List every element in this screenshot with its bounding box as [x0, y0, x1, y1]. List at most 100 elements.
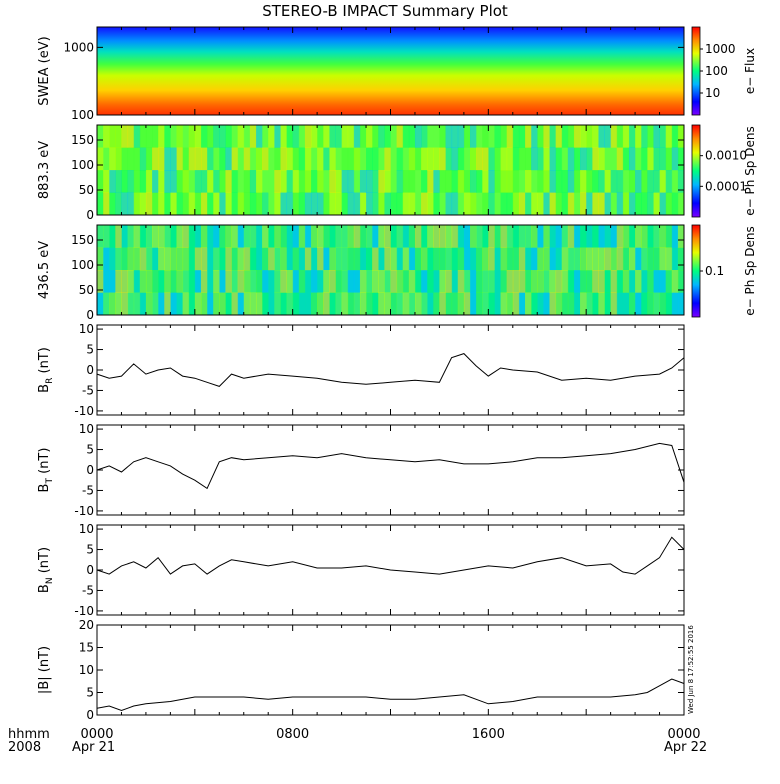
- heatmap-cell: [121, 125, 129, 148]
- heatmap-cell: [671, 292, 679, 316]
- heatmap-cell: [482, 225, 489, 248]
- heatmap-cell: [274, 125, 281, 148]
- heatmap-cell: [152, 125, 159, 148]
- heatmap-cell: [390, 270, 398, 293]
- heatmap-cell: [628, 147, 636, 171]
- heatmap-cell: [133, 170, 141, 193]
- heatmap-cell: [408, 192, 416, 216]
- heatmap-cell: [414, 170, 422, 193]
- heatmap-cell: [512, 270, 520, 293]
- heatmap-cell: [549, 225, 557, 248]
- heatmap-cell: [604, 270, 612, 293]
- heatmap-cell: [421, 170, 428, 193]
- panel-6: -10 -5 0 5 10 BN (nT): [37, 522, 685, 618]
- heatmap-cell: [598, 225, 606, 248]
- heatmap-cell: [598, 125, 606, 148]
- heatmap-cell: [323, 192, 330, 216]
- heatmap-cell: [353, 170, 361, 193]
- heatmap-cell: [139, 270, 147, 293]
- heatmap-cell: [207, 270, 214, 293]
- panel-4: -10 -5 0 5 10 BR (nT): [37, 322, 685, 418]
- heatmap-cell: [207, 247, 214, 271]
- heatmap-cell: [127, 270, 135, 293]
- heatmap-cell: [133, 247, 141, 271]
- heatmap-cell: [207, 125, 214, 148]
- heatmap-cell: [335, 225, 343, 248]
- heatmap-cell: [555, 147, 563, 171]
- heatmap-cell: [488, 192, 495, 216]
- heatmap-cell: [188, 125, 196, 148]
- heatmap-cell: [586, 125, 593, 148]
- heatmap-cell: [622, 225, 630, 248]
- heatmap-cell: [219, 192, 226, 216]
- heatmap-cell: [286, 147, 294, 171]
- heatmap-cell: [500, 125, 508, 148]
- heatmap-cell: [188, 292, 196, 316]
- heatmap-cell: [537, 147, 544, 171]
- heatmap-cell: [170, 170, 177, 193]
- y-tick-label: 10: [79, 322, 94, 336]
- heatmap-cell: [121, 292, 129, 316]
- heatmap-cell: [641, 292, 648, 316]
- colorbar-tick-label: 0.1: [705, 264, 724, 278]
- heatmap-cell: [280, 125, 288, 148]
- heatmap-cell: [592, 225, 599, 248]
- heatmap-cell: [353, 225, 361, 248]
- heatmap-cell: [628, 192, 636, 216]
- heatmap-cell: [445, 270, 453, 293]
- heatmap-cell: [445, 125, 453, 148]
- heatmap-cell: [231, 225, 239, 248]
- heatmap-cell: [482, 170, 489, 193]
- heatmap-cell: [262, 192, 269, 216]
- heatmap-cell: [451, 125, 459, 148]
- heatmap-cell: [653, 247, 661, 271]
- x-axis: 0000 0800 1600 0000: [80, 727, 700, 742]
- y-tick-label: 50: [79, 183, 94, 197]
- colorbar-label: e− Ph Sp Dens: [743, 226, 757, 315]
- heatmap-cell: [127, 192, 135, 216]
- heatmap-cell: [170, 292, 177, 316]
- heatmap-cell: [359, 292, 367, 316]
- heatmap-cell: [659, 270, 667, 293]
- heatmap-cell: [237, 292, 245, 316]
- heatmap-cell: [531, 292, 538, 316]
- heatmap-cell: [580, 125, 587, 148]
- heatmap-cell: [408, 225, 416, 248]
- heatmap-cell: [194, 147, 202, 171]
- heatmap-cell: [604, 292, 612, 316]
- heatmap-cell: [433, 225, 440, 248]
- y-tick-label: 100: [71, 108, 94, 122]
- heatmap-cell: [555, 292, 563, 316]
- heatmap-cell: [304, 147, 312, 171]
- heatmap-cell: [494, 247, 502, 271]
- heatmap-cell: [170, 147, 177, 171]
- heatmap-cell: [353, 125, 361, 148]
- heatmap-cell: [341, 147, 349, 171]
- heatmap-cell: [97, 192, 104, 216]
- heatmap-cell: [188, 225, 196, 248]
- heatmap-cell: [372, 192, 379, 216]
- heatmap-cell: [573, 292, 581, 316]
- heatmap-cell: [139, 147, 147, 171]
- heatmap-cell: [635, 270, 642, 293]
- heatmap-cell: [518, 292, 526, 316]
- heatmap-cell: [158, 125, 165, 148]
- heatmap-cell: [176, 147, 184, 171]
- heatmap-cell: [451, 170, 459, 193]
- heatmap-cell: [616, 270, 624, 293]
- heatmap-cell: [109, 270, 116, 293]
- heatmap-cell: [500, 247, 508, 271]
- heatmap-cell: [127, 292, 135, 316]
- heatmap-cell: [341, 225, 349, 248]
- heatmap-cell: [286, 170, 294, 193]
- heatmap-cell: [659, 225, 667, 248]
- heatmap-cell: [225, 192, 233, 216]
- heatmap-cell: [194, 225, 202, 248]
- heatmap-cell: [439, 147, 447, 171]
- heatmap-cell: [170, 125, 177, 148]
- heatmap-cell: [109, 225, 116, 248]
- heatmap-cell: [323, 270, 330, 293]
- heatmap-cell: [616, 147, 624, 171]
- heatmap-cell: [592, 270, 599, 293]
